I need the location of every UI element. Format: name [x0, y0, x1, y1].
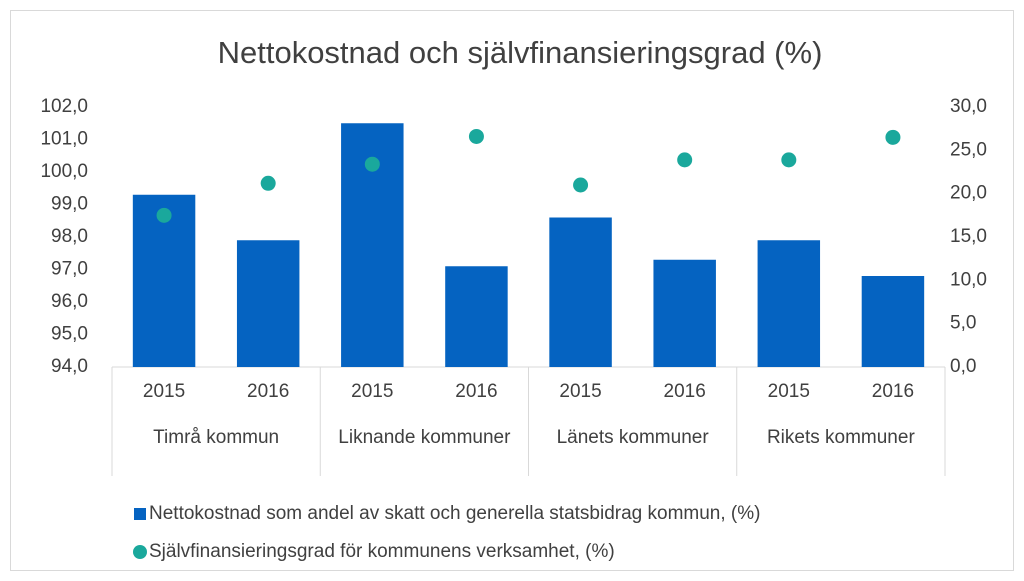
- y2-tick-label: 5,0: [950, 313, 976, 334]
- y2-tick-label: 20,0: [950, 183, 987, 204]
- x-tick-label: 2016: [455, 381, 497, 402]
- y2-tick-label: 0,0: [950, 356, 976, 377]
- x-tick-label: 2015: [143, 381, 185, 402]
- legend-swatch: [133, 545, 147, 559]
- y-tick-label: 102,0: [40, 96, 88, 117]
- legend-label: Självfinansieringsgrad för kommunens ver…: [149, 541, 615, 562]
- chart-border: [10, 10, 1014, 571]
- group-label: Liknande kommuner: [338, 427, 511, 448]
- legend-label: Nettokostnad som andel av skatt och gene…: [149, 503, 760, 524]
- bar: [653, 259, 716, 367]
- chart-title: Nettokostnad och självfinansieringsgrad …: [218, 35, 823, 70]
- bar: [132, 194, 196, 367]
- bar: [549, 217, 612, 367]
- group-label: Rikets kommuner: [766, 427, 915, 448]
- x-tick-label: 2016: [872, 381, 914, 402]
- dot: [573, 177, 589, 193]
- y-tick-label: 95,0: [51, 324, 88, 345]
- y-tick-label: 101,0: [40, 129, 88, 150]
- dot: [364, 156, 380, 172]
- legend-swatch: [134, 508, 146, 520]
- bar: [236, 240, 300, 367]
- y2-tick-label: 15,0: [950, 226, 987, 247]
- x-tick-label: 2016: [664, 381, 706, 402]
- y2-tick-label: 25,0: [950, 139, 987, 160]
- dot: [156, 207, 172, 223]
- y-tick-label: 96,0: [51, 291, 88, 312]
- y-tick-label: 94,0: [51, 356, 88, 377]
- y-tick-label: 98,0: [51, 226, 88, 247]
- y-tick-label: 97,0: [51, 259, 88, 280]
- x-tick-label: 2015: [559, 381, 601, 402]
- x-tick-label: 2015: [351, 381, 393, 402]
- dot: [781, 152, 797, 168]
- dot: [885, 129, 901, 145]
- y2-tick-label: 10,0: [950, 269, 987, 290]
- x-tick-label: 2015: [768, 381, 810, 402]
- bar: [445, 266, 508, 367]
- group-label: Länets kommuner: [556, 427, 709, 448]
- group-label: Timrå kommun: [153, 427, 280, 448]
- bar: [861, 276, 925, 367]
- y2-tick-label: 30,0: [950, 96, 987, 117]
- bar: [757, 240, 821, 367]
- dot: [677, 152, 693, 168]
- y-tick-label: 100,0: [40, 161, 88, 182]
- x-tick-label: 2016: [247, 381, 289, 402]
- y-tick-label: 99,0: [51, 194, 88, 215]
- dot: [260, 175, 276, 191]
- dot: [468, 128, 484, 144]
